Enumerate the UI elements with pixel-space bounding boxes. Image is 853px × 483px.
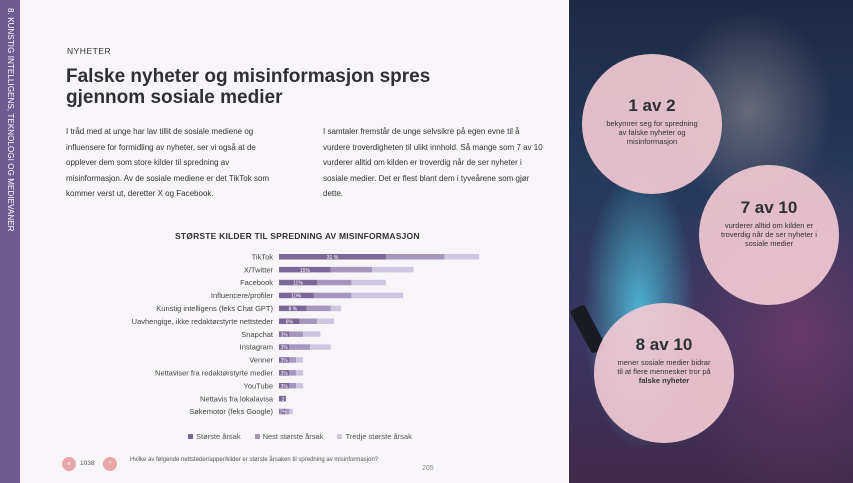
bar-segment-series-2	[316, 279, 352, 286]
bar-segment-series-1	[279, 344, 290, 350]
data-label: 3%	[281, 332, 289, 338]
category-label: Snapchat	[241, 330, 274, 339]
bar-segment-series-2	[385, 254, 445, 260]
stat-2-text: vurderer alltid om kilden er troverdig n…	[721, 221, 817, 248]
bar-segment-series-2	[289, 344, 311, 350]
bar-segment-series-3	[303, 331, 321, 337]
stat-circle-3: 8 av 10 mener sosiale medier bidrar til …	[594, 303, 734, 443]
bar-segment-series-3	[289, 408, 293, 415]
legend-swatch-3	[337, 434, 343, 439]
survey-question: Hvilke av følgende nettsteder/apper/kild…	[130, 457, 379, 463]
legend-label-1: Største årsak	[196, 432, 241, 441]
page-number: 205	[422, 465, 434, 472]
data-label: 8 %	[288, 307, 297, 313]
bar-segment-series-2	[299, 318, 317, 324]
category-label: Facebook	[240, 278, 273, 287]
category-label: Influencere/profiler	[211, 291, 274, 300]
data-label: 3%	[281, 384, 289, 390]
bar-segment-series-1	[279, 254, 386, 260]
category-label: TikTok	[252, 252, 274, 261]
bar-segment-series-3	[351, 292, 404, 299]
legend-swatch-1	[188, 434, 193, 439]
bar-segment-series-2	[330, 266, 373, 273]
data-label: 10%	[291, 294, 302, 300]
chart-legend: Største årsak Nest største årsak Tredje …	[188, 432, 412, 441]
sample-size-badge: n	[62, 457, 76, 471]
legend-swatch-2	[254, 434, 260, 439]
bar-segment-series-1	[279, 357, 290, 363]
chart-title: STØRSTE KILDER TIL SPREDNING AV MISINFOR…	[175, 231, 420, 241]
bar-segment-series-1	[279, 279, 317, 286]
data-label: 3%	[281, 345, 289, 351]
category-label: Søkemotor (feks Google)	[189, 407, 273, 416]
category-label: Nettavis fra lokalavisa	[200, 394, 274, 403]
bar-segment-series-3	[296, 357, 304, 363]
category-label: Uavhengige, ikke redaktørstyrte nettsted…	[132, 317, 274, 326]
bar-segment-series-1	[279, 292, 314, 299]
bar-segment-series-1	[279, 395, 286, 402]
bar-segment-series-3	[296, 383, 304, 389]
bar-segment-series-2	[289, 383, 297, 389]
data-label: 2%	[279, 410, 287, 416]
bar-segment-series-2	[289, 357, 297, 363]
bar-segment-series-1	[279, 408, 286, 415]
stat-3-text: mener sosiale medier bidrar til at flere…	[617, 358, 711, 376]
data-label: 2	[282, 397, 285, 403]
sample-size-value: 1038	[80, 460, 95, 467]
report-page: NYHETER Falske nyheter og misinformasjon…	[20, 0, 568, 483]
chapter-sidebar: 8. KUNSTIG INTELLIGENS, TEKNOLOGI OG MED…	[0, 0, 20, 483]
stat-2-number: 7 av 10	[740, 198, 798, 217]
bar-segment-series-1	[279, 305, 307, 312]
legend-item-3: Tredje største årsak	[337, 432, 412, 441]
legend-item-2: Nest største årsak	[254, 432, 324, 441]
misinformation-bar-chart: TikTok 31 % X/Twitter 15% Facebook 11% Influen…	[132, 252, 480, 416]
category-label: Instagram	[240, 343, 273, 352]
data-label: 6%	[286, 319, 294, 325]
page-title: Falske nyheter og misinformasjon spres g…	[66, 66, 431, 108]
category-label: X/Twitter	[244, 265, 274, 274]
bar-segment-series-3	[316, 318, 335, 324]
data-label: 11%	[293, 281, 303, 287]
stat-1-text: bekymrer seg for spredning av falske nyh…	[606, 119, 698, 146]
bar-segment-series-1	[279, 318, 300, 324]
chapter-title: 8. KUNSTIG INTELLIGENS, TEKNOLOGI OG MED…	[6, 8, 15, 232]
stat-3-bold: falske nyheter	[638, 376, 690, 385]
stat-circle-2: 7 av 10 vurderer alltid om kilden er tro…	[699, 165, 839, 305]
body-text-col1: I tråd med at unge har lav tillit de sos…	[66, 127, 270, 198]
bar-segment-series-3	[296, 370, 304, 376]
bar-segment-series-3	[310, 344, 331, 350]
stat-3-number: 8 av 10	[635, 335, 693, 354]
bar-segment-series-2	[313, 292, 352, 299]
bar-segment-series-2	[289, 331, 304, 337]
bar-segment-series-1	[279, 370, 290, 376]
bar-segment-series-3	[330, 305, 342, 312]
legend-label-3: Tredje største årsak	[345, 432, 412, 441]
section-kicker: NYHETER	[67, 46, 112, 56]
category-label: Kunstig intelligens (feks Chat GPT)	[156, 304, 273, 313]
category-label: Venner	[249, 356, 273, 365]
category-label: YouTube	[244, 381, 273, 390]
bar-segment-series-2	[289, 370, 297, 376]
legend-label-2: Nest største årsak	[262, 432, 324, 441]
data-label: 3%	[281, 358, 289, 364]
bar-segment-series-1	[279, 331, 290, 337]
stat-3-text-wrap: mener sosiale medier bidrar til at flere…	[616, 358, 712, 385]
data-label: 3%	[281, 371, 289, 377]
body-text-col2: I samtaler fremstår de unge selvsikre på…	[323, 127, 543, 198]
stat-1-number: 1 av 2	[628, 96, 676, 115]
bar-segment-series-2	[306, 305, 331, 312]
bar-segment-series-3	[372, 266, 414, 273]
question-icon: ?	[103, 457, 117, 471]
category-label: Nettaviser fra redaktørstyrte medier	[155, 368, 273, 377]
bar-segment-series-3	[444, 254, 480, 260]
bar-segment-series-1	[279, 383, 290, 389]
stat-circle-1: 1 av 2 bekymrer seg for spredning av fal…	[582, 54, 722, 194]
data-label: 15%	[300, 268, 311, 274]
bar-segment-series-2	[285, 408, 290, 415]
bar-segment-series-1	[279, 266, 331, 273]
data-label: 31 %	[327, 255, 339, 261]
legend-item-1: Største årsak	[188, 432, 241, 441]
bar-segment-series-3	[351, 279, 386, 286]
